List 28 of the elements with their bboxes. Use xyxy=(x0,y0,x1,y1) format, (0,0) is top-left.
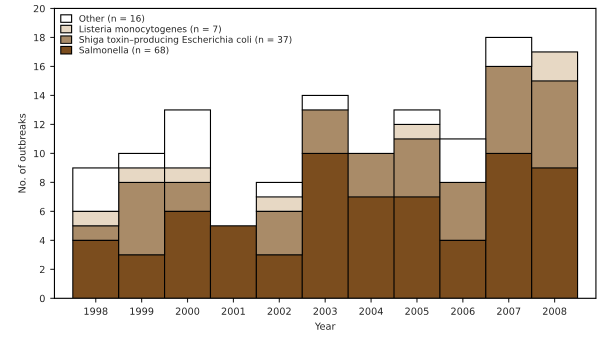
y-tick-label: 0 xyxy=(40,294,45,302)
y-tick-label: 6 xyxy=(40,208,45,216)
y-tick-label: 20 xyxy=(34,4,45,12)
x-tick-label: 2005 xyxy=(405,308,428,315)
x-tick-label: 2006 xyxy=(451,308,475,315)
x-axis-title: Year xyxy=(314,322,336,330)
legend-label: Other (n = 16) xyxy=(79,14,144,23)
y-tick-label: 8 xyxy=(40,178,45,186)
y-tick-label: 18 xyxy=(34,34,45,42)
y-tick-label: 16 xyxy=(34,62,45,70)
y-tick-label: 12 xyxy=(34,120,44,128)
x-tick-label: 2008 xyxy=(542,308,566,315)
legend-label: Shiga toxin–producing Escherichia coli (n = 37) xyxy=(79,36,292,45)
y-tick-label: 4 xyxy=(40,236,45,244)
legend-label: Listeria monocytogenes (n = 7) xyxy=(80,25,221,34)
y-axis-title: No. of outbreaks xyxy=(18,114,26,193)
y-tick-label: 2 xyxy=(40,266,44,274)
legend-label: Salmonella (n = 68) xyxy=(79,46,168,54)
x-tick-label: 1999 xyxy=(130,308,154,315)
x-tick-label: 2000 xyxy=(176,308,200,315)
x-tick-label: 2002 xyxy=(268,308,291,315)
x-tick-label: 2007 xyxy=(497,308,520,315)
x-tick-label: 2004 xyxy=(359,308,383,315)
x-tick-label: 1998 xyxy=(84,308,108,315)
y-tick-label: 14 xyxy=(34,92,45,100)
x-tick-label: 2001 xyxy=(222,308,245,315)
y-tick-label: 10 xyxy=(34,150,45,158)
x-tick-label: 2003 xyxy=(314,308,337,315)
